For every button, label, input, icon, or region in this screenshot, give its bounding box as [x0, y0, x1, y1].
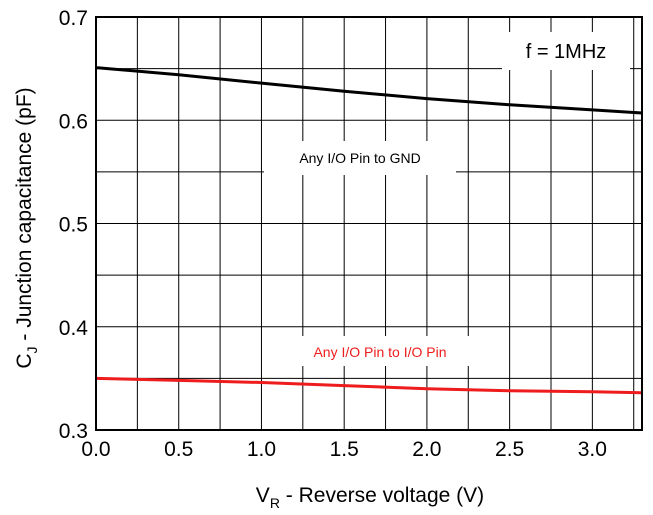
x-tick-label: 0.5 — [164, 438, 193, 461]
y-tick-label: 0.7 — [59, 7, 88, 30]
y-axis-label: CJ - Junction capacitance (pF) — [13, 87, 40, 368]
series-line-2 — [95, 376, 643, 395]
series-label-gnd: Any I/O Pin to GND — [299, 150, 420, 166]
x-axis-label-main: V — [256, 484, 270, 507]
y-axis-label-rest: - Junction capacitance (pF) — [13, 87, 36, 346]
y-tick-label: 0.6 — [59, 110, 88, 133]
x-tick-label: 1.5 — [330, 438, 359, 461]
y-tick-label: 0.5 — [59, 214, 88, 237]
x-tick-label: 2.5 — [495, 438, 524, 461]
y-tick-labels: 0.3 0.4 0.5 0.6 0.7 — [59, 7, 89, 443]
series-label-pin: Any I/O Pin to I/O Pin — [313, 344, 446, 360]
x-tick-label: 1.0 — [247, 438, 276, 461]
series-lines — [95, 66, 643, 395]
x-tick-labels: 0.0 0.5 1.0 1.5 2.0 2.5 3.0 — [81, 438, 607, 461]
y-tick-label: 0.3 — [59, 420, 88, 443]
series-label-bg-gnd — [264, 141, 456, 175]
x-tick-label: 2.0 — [412, 438, 441, 461]
frequency-label: f = 1MHz — [526, 41, 607, 63]
plot-frame — [95, 16, 643, 431]
x-tick-label: 0.0 — [81, 438, 110, 461]
y-axis-label-sub: J — [24, 346, 40, 353]
x-axis-label-sub: R — [270, 495, 280, 511]
frequency-label-bg — [502, 32, 630, 70]
series-line-1 — [95, 66, 643, 115]
grid-lines — [95, 16, 642, 431]
y-axis-label-main: C — [13, 353, 36, 368]
x-tick-label: 3.0 — [578, 438, 607, 461]
x-axis-label: VR - Reverse voltage (V) — [256, 484, 484, 511]
series-label-bg-pin — [280, 336, 480, 366]
y-tick-label: 0.4 — [59, 317, 89, 340]
x-axis-label-rest: - Reverse voltage (V) — [280, 484, 484, 507]
